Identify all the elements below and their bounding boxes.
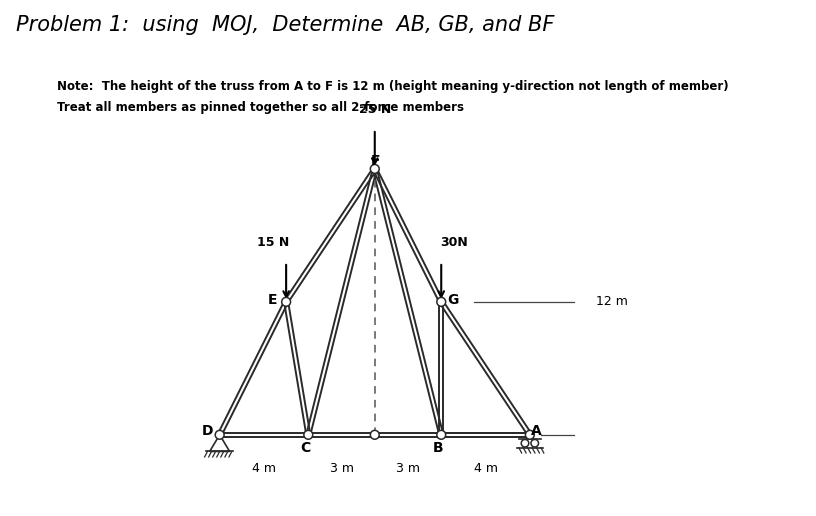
Circle shape [370,430,379,439]
Text: 25 N: 25 N [359,103,391,116]
Text: 12 m: 12 m [596,295,628,309]
Circle shape [282,297,290,307]
Circle shape [531,440,539,447]
Text: 4 m: 4 m [252,461,276,475]
Text: G: G [448,293,459,307]
Text: 3 m: 3 m [330,461,353,475]
Text: F: F [371,154,380,168]
Text: 4 m: 4 m [473,461,498,475]
Circle shape [521,440,529,447]
Circle shape [370,165,379,173]
Text: 15 N: 15 N [257,236,289,249]
Circle shape [215,430,224,439]
Text: A: A [531,425,542,439]
Text: Problem 1:  using  MOJ,  Determine  AB, GB, and BF: Problem 1: using MOJ, Determine AB, GB, … [16,15,555,36]
Text: 30N: 30N [441,236,468,249]
Text: B: B [432,441,443,455]
Circle shape [437,297,446,307]
Text: D: D [202,425,213,439]
Circle shape [304,430,313,439]
Text: Note:  The height of the truss from A to F is 12 m (height meaning y-direction n: Note: The height of the truss from A to … [57,80,729,93]
Circle shape [437,430,446,439]
Text: E: E [268,293,277,307]
Text: 3 m: 3 m [396,461,420,475]
Circle shape [526,430,534,439]
Text: C: C [299,441,310,455]
Text: Treat all members as pinned together so all 2-force members: Treat all members as pinned together so … [57,101,464,114]
